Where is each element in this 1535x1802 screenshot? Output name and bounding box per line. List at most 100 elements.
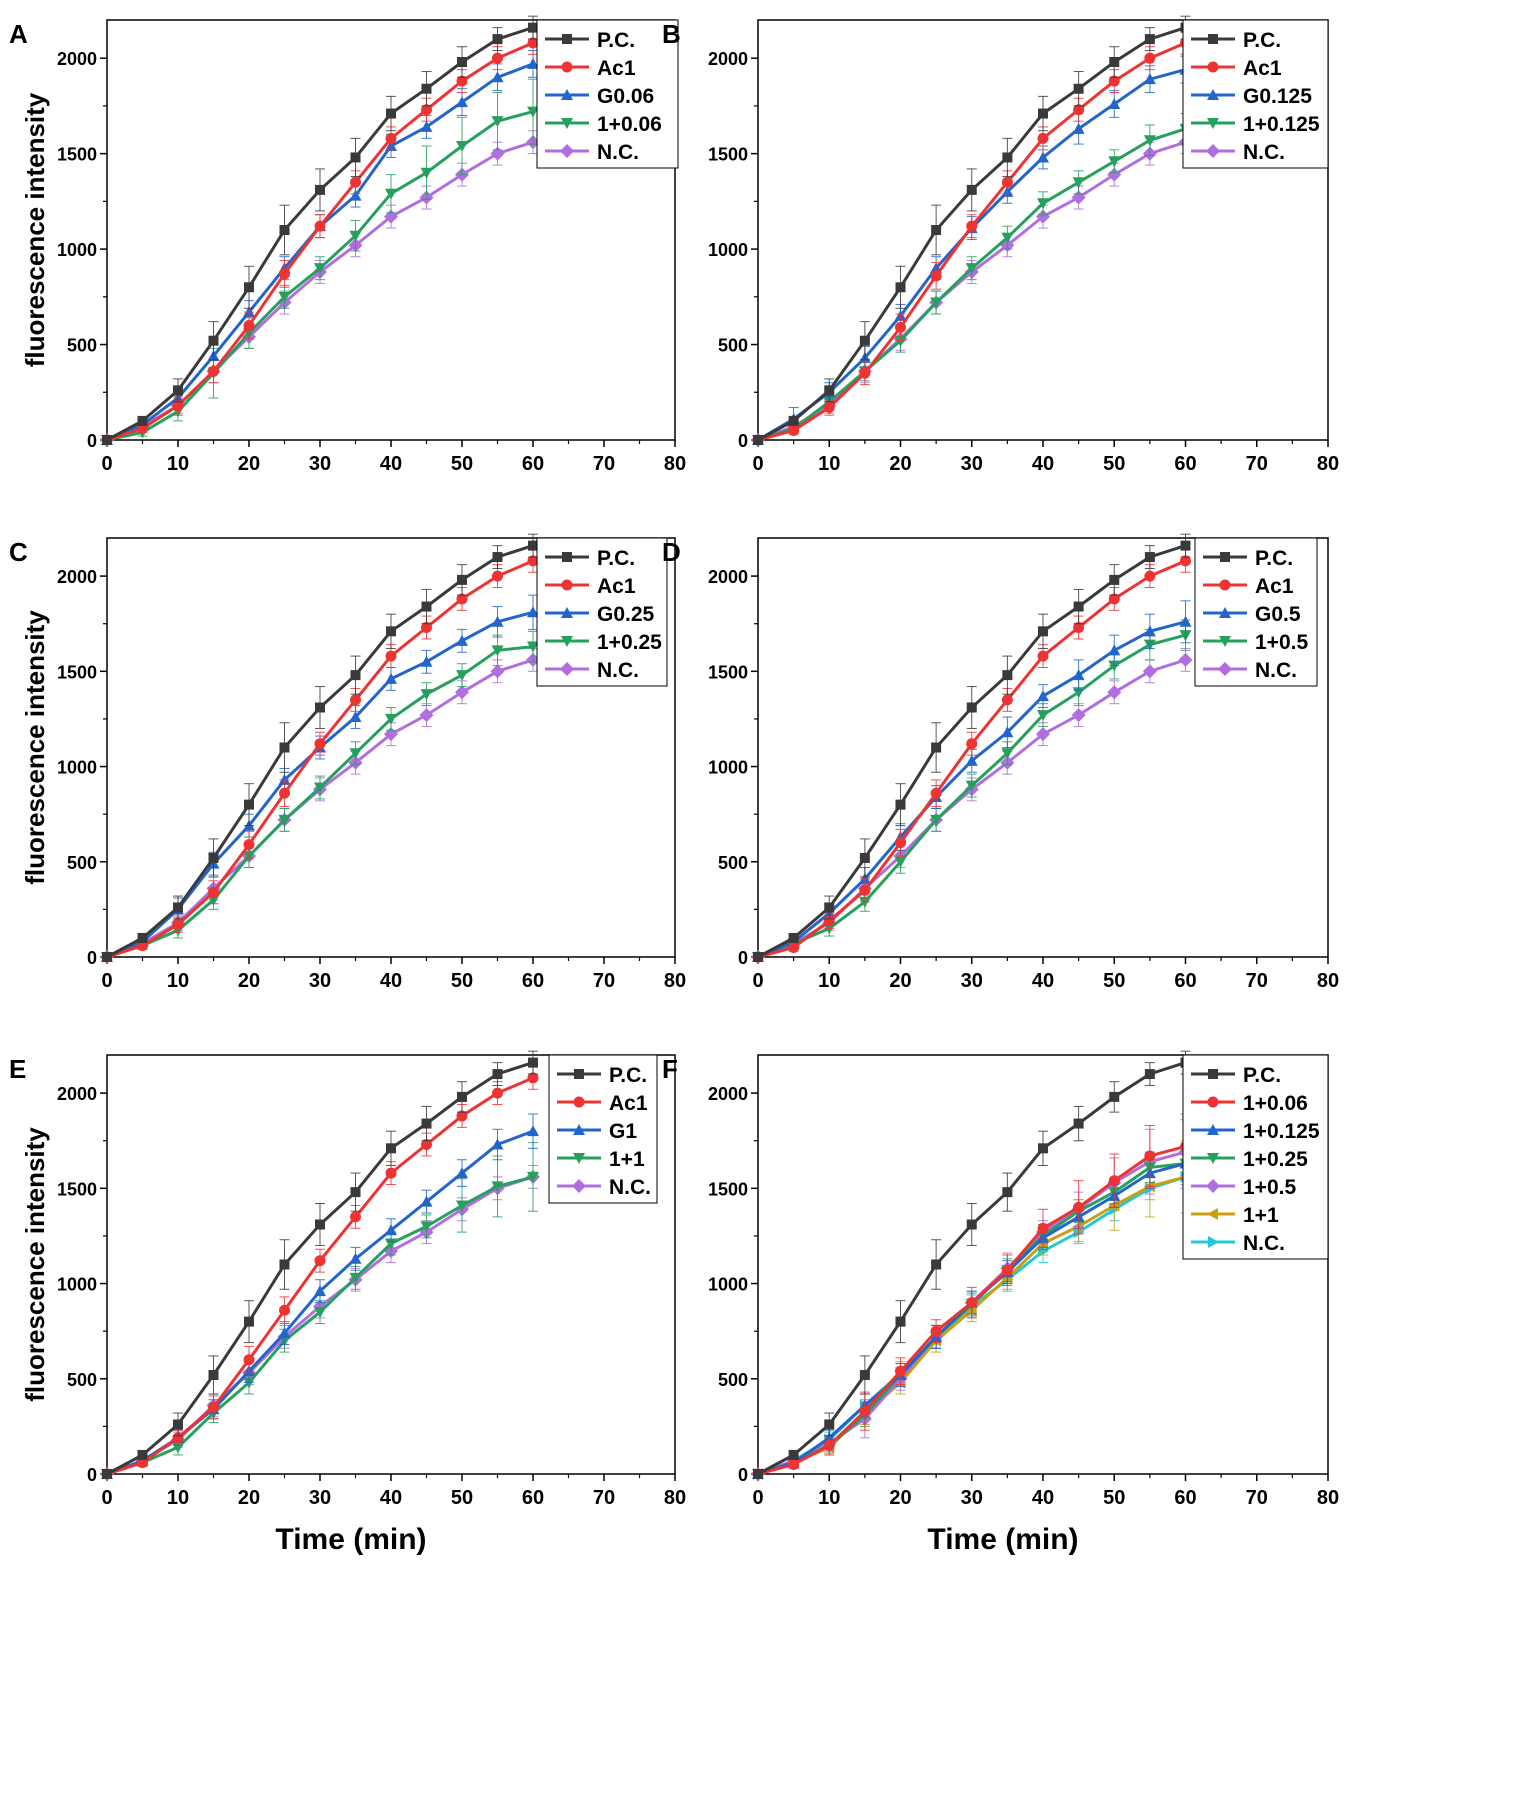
data-point <box>421 83 432 94</box>
data-point <box>243 1354 255 1366</box>
data-point <box>527 1072 539 1084</box>
data-point <box>823 915 835 927</box>
data-point <box>137 415 148 426</box>
series-p-c- <box>102 533 538 962</box>
chart-panel-f: F 0 10 20 30 40 50 60 70 80 0 500 1000 1500 2000 Time (… <box>662 1050 1339 1556</box>
data-point <box>173 385 183 396</box>
y-tick-label: 2000 <box>708 567 748 587</box>
data-point <box>492 552 503 563</box>
x-tick-label: 40 <box>380 453 402 475</box>
series-1-0-125 <box>752 113 1192 446</box>
series-line <box>757 41 1187 442</box>
data-point <box>823 402 835 414</box>
x-tick-label: 60 <box>522 453 544 475</box>
data-point <box>788 932 799 943</box>
y-tick-label: 500 <box>718 853 748 873</box>
data-point <box>349 748 362 760</box>
series-p-c- <box>753 533 1191 962</box>
data-point <box>457 1091 467 1102</box>
data-point <box>279 787 290 799</box>
series-p-c- <box>102 15 538 445</box>
legend-marker <box>561 579 573 591</box>
data-point <box>895 1316 906 1327</box>
y-tick-label: 1000 <box>708 240 748 260</box>
data-point <box>278 1327 291 1339</box>
legend-label: Ac1 <box>1255 575 1294 598</box>
data-point <box>208 852 219 863</box>
data-point <box>1144 552 1155 563</box>
legend-label: 1+1 <box>1243 1204 1279 1227</box>
data-point <box>420 1221 433 1233</box>
x-tick-label: 30 <box>961 1487 983 1509</box>
data-point <box>350 694 361 706</box>
data-point <box>208 1369 219 1380</box>
legend-marker <box>1219 607 1231 618</box>
data-point <box>527 1171 539 1183</box>
data-point <box>1037 650 1049 662</box>
legend-marker <box>573 1124 585 1135</box>
data-point <box>1180 555 1191 567</box>
y-axis-title: fluorescence intensity <box>20 610 50 885</box>
x-tick-label: 80 <box>1317 970 1339 992</box>
series-1-1 <box>101 1142 539 1480</box>
data-point <box>1073 104 1085 116</box>
series-ac1 <box>101 1065 539 1480</box>
data-point <box>1036 727 1050 742</box>
data-point <box>314 1307 326 1319</box>
data-point <box>527 37 539 49</box>
x-tick-label: 0 <box>101 1487 112 1509</box>
data-point <box>1108 593 1120 605</box>
x-tick-label: 30 <box>961 970 983 992</box>
data-point <box>349 189 362 201</box>
x-tick-label: 60 <box>1174 453 1196 475</box>
series-g1 <box>101 1113 539 1479</box>
data-point <box>1037 151 1049 163</box>
x-tick-label: 60 <box>522 1487 544 1509</box>
data-point <box>173 1419 183 1430</box>
legend-marker <box>1219 636 1231 647</box>
legend: P.C. Ac1 G0.06 1+0.06 N.C. <box>536 19 679 169</box>
y-axis-title: fluorescence intensity <box>20 1127 50 1402</box>
data-point <box>1002 152 1013 163</box>
series-p-c- <box>102 1050 538 1479</box>
data-point <box>457 57 467 67</box>
series-line <box>106 62 534 442</box>
y-tick-label: 2000 <box>57 49 97 69</box>
chart-panel-e: E 0 10 20 30 40 50 60 70 80 0 500 1000 1500 2000 fluore… <box>9 1050 686 1556</box>
data-point <box>527 606 539 618</box>
data-point <box>527 57 539 69</box>
legend-marker <box>1219 579 1231 591</box>
data-point <box>1038 108 1048 119</box>
legend-marker <box>1206 144 1220 158</box>
x-tick-label: 50 <box>451 970 473 992</box>
x-tick-label: 60 <box>522 970 544 992</box>
data-point <box>528 1057 538 1068</box>
legend-marker <box>1207 1208 1218 1220</box>
data-point <box>102 435 112 445</box>
data-point <box>895 837 906 849</box>
data-point <box>386 108 396 119</box>
data-point <box>859 884 871 896</box>
data-point <box>1109 574 1120 585</box>
data-point <box>753 1469 763 1479</box>
data-point <box>1143 73 1156 85</box>
x-tick-label: 40 <box>1032 1487 1054 1509</box>
data-point <box>1108 75 1120 87</box>
data-point <box>173 902 183 913</box>
panel-label: C <box>9 537 28 567</box>
data-point <box>208 365 219 377</box>
data-point <box>753 952 763 962</box>
series-1-0-5 <box>752 619 1192 963</box>
data-point <box>1073 83 1084 94</box>
data-point <box>491 645 504 657</box>
y-tick-label: 1500 <box>708 662 748 682</box>
legend-marker <box>574 1069 584 1079</box>
data-point <box>456 593 468 605</box>
panel-label: E <box>9 1054 26 1084</box>
data-point <box>279 268 290 280</box>
data-point <box>965 263 978 275</box>
legend-marker <box>1208 34 1218 44</box>
data-point <box>1143 135 1156 147</box>
x-axis-title: Time (min) <box>275 1523 426 1556</box>
data-point <box>1073 622 1085 634</box>
